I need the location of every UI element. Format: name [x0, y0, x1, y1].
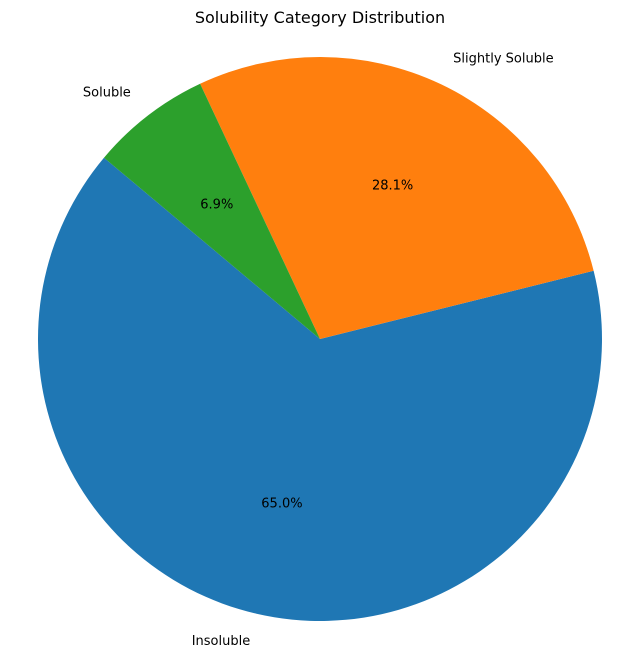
pie-slice-insoluble: [37, 157, 602, 622]
pct-label-slightly-soluble: 28.1%: [372, 179, 413, 194]
chart-title: Solubility Category Distribution: [195, 8, 445, 27]
pie-slice-soluble: [103, 83, 320, 339]
pie-slices: [37, 57, 602, 622]
slice-label-insoluble: Insoluble: [192, 634, 251, 649]
pie-slice-slightly-soluble: [200, 57, 594, 339]
pct-label-soluble: 6.9%: [200, 197, 233, 212]
pct-label-insoluble: 65.0%: [261, 496, 302, 511]
slice-label-slightly-soluble: Slightly Soluble: [453, 51, 553, 66]
slice-label-soluble: Soluble: [83, 86, 131, 101]
pie-labels: Insoluble 65.0% Slightly Soluble 28.1% Solub…: [83, 51, 554, 648]
